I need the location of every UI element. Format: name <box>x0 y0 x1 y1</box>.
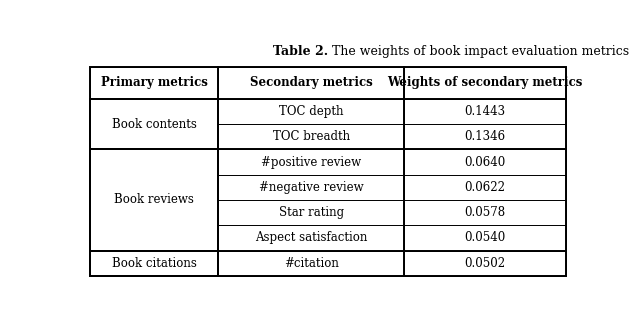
Text: Primary metrics: Primary metrics <box>100 76 207 89</box>
Bar <box>404 149 566 175</box>
Bar <box>404 124 566 149</box>
Bar <box>218 124 404 149</box>
Bar <box>218 149 404 175</box>
Bar <box>218 200 404 225</box>
Text: Weights of secondary metrics: Weights of secondary metrics <box>387 76 583 89</box>
Text: TOC breadth: TOC breadth <box>273 130 350 143</box>
Text: Table 2.: Table 2. <box>273 45 328 58</box>
Bar <box>218 67 404 99</box>
Bar <box>218 175 404 200</box>
Bar <box>218 99 404 124</box>
Text: Star rating: Star rating <box>279 206 344 219</box>
Bar <box>404 200 566 225</box>
Text: 0.1346: 0.1346 <box>465 130 506 143</box>
Text: Book reviews: Book reviews <box>115 193 194 206</box>
Bar <box>404 67 566 99</box>
Text: #citation: #citation <box>284 257 339 270</box>
Bar <box>404 175 566 200</box>
Bar <box>90 149 218 251</box>
Text: 0.0578: 0.0578 <box>465 206 506 219</box>
Bar <box>218 225 404 251</box>
Bar <box>90 67 218 99</box>
Bar <box>404 99 566 124</box>
Text: The weights of book impact evaluation metrics: The weights of book impact evaluation me… <box>328 45 629 58</box>
Text: 0.1443: 0.1443 <box>465 105 506 118</box>
Text: Book contents: Book contents <box>112 118 196 131</box>
Text: Aspect satisfaction: Aspect satisfaction <box>255 231 367 245</box>
Bar <box>404 251 566 276</box>
Text: 0.0622: 0.0622 <box>465 181 506 194</box>
Bar <box>90 67 566 276</box>
Text: 0.0640: 0.0640 <box>465 155 506 168</box>
Text: #negative review: #negative review <box>259 181 364 194</box>
Text: TOC depth: TOC depth <box>279 105 344 118</box>
Bar <box>218 251 404 276</box>
Text: #positive review: #positive review <box>261 155 362 168</box>
Text: 0.0540: 0.0540 <box>465 231 506 245</box>
Bar <box>90 251 218 276</box>
Text: Book citations: Book citations <box>112 257 196 270</box>
Text: Secondary metrics: Secondary metrics <box>250 76 372 89</box>
Text: 0.0502: 0.0502 <box>465 257 506 270</box>
Bar <box>404 225 566 251</box>
Bar <box>90 99 218 149</box>
